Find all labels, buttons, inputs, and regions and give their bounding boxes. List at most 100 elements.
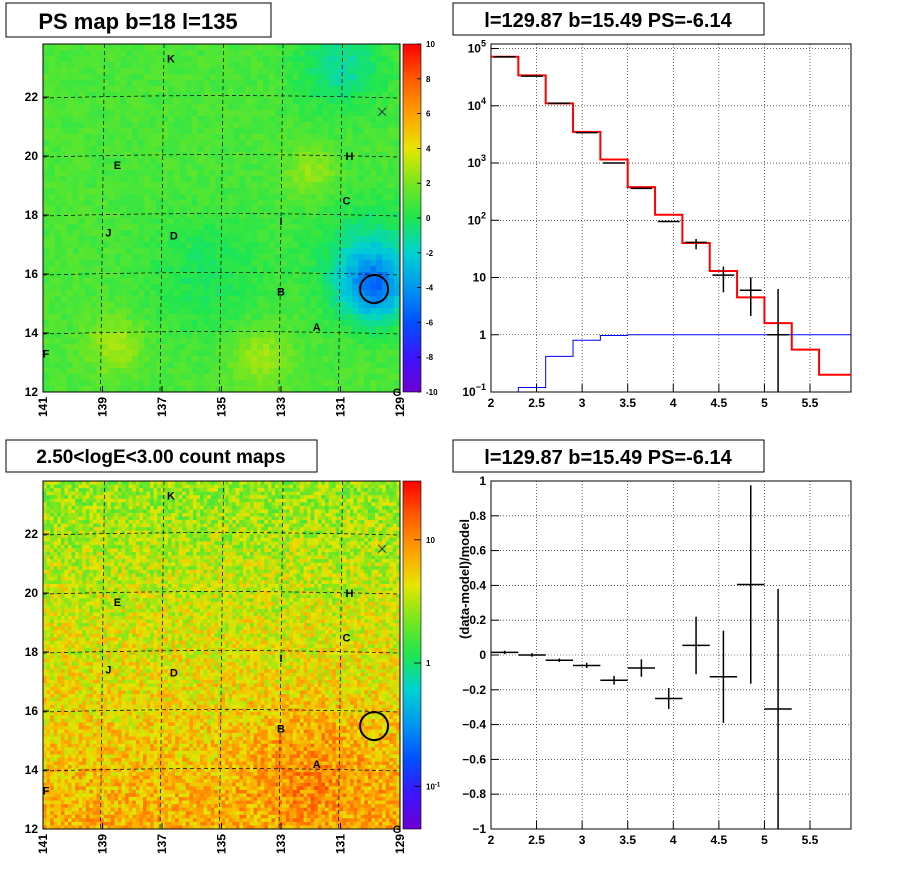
map-cell <box>132 320 139 327</box>
map-cell <box>110 509 115 514</box>
map-cell <box>245 68 252 75</box>
map-cell <box>340 158 347 165</box>
map-cell <box>84 182 91 189</box>
map-cell <box>144 218 151 225</box>
map-cell <box>352 344 359 351</box>
map-cell <box>96 290 103 297</box>
map-cell <box>84 236 91 243</box>
map-cell <box>43 505 47 510</box>
map-cell <box>156 338 163 345</box>
map-cell <box>89 516 94 521</box>
map-cell <box>114 188 121 195</box>
map-cell <box>396 502 401 507</box>
map-cell <box>144 212 151 219</box>
source-label-J: J <box>105 228 111 240</box>
map-cell <box>150 260 157 267</box>
map-cell <box>192 481 197 485</box>
map-cell <box>162 182 169 189</box>
map-cell <box>150 176 157 183</box>
map-cell <box>200 505 204 510</box>
map-cell <box>269 302 276 309</box>
map-cell <box>114 512 119 517</box>
map-cell <box>153 495 158 500</box>
map-cell <box>110 488 115 492</box>
map-cell <box>269 320 276 327</box>
map-cell <box>150 272 157 279</box>
map-cell <box>156 254 163 261</box>
map-cell <box>334 200 341 207</box>
map-cell <box>304 218 312 225</box>
map-cell <box>346 242 353 249</box>
map-cell <box>296 509 301 514</box>
map-cell <box>350 512 354 517</box>
map-cell <box>78 116 86 123</box>
map-cell <box>84 284 91 291</box>
map-cell <box>138 104 145 111</box>
map-cell <box>322 374 329 381</box>
map-cell <box>334 248 341 255</box>
map-cell <box>292 206 300 213</box>
map-cell <box>60 80 68 87</box>
map-cell <box>197 50 205 57</box>
map-cell <box>53 481 58 485</box>
map-cell <box>78 272 86 279</box>
map-cell <box>370 164 377 171</box>
map-cell <box>200 491 204 496</box>
map-cell <box>82 498 87 503</box>
map-cell <box>120 128 127 135</box>
map-cell <box>132 516 137 521</box>
map-cell <box>160 502 165 507</box>
map-cell <box>388 350 395 357</box>
map-cell <box>352 128 359 135</box>
map-cell <box>334 128 341 135</box>
map-cell <box>84 164 91 171</box>
map-cell <box>340 350 347 357</box>
map-cell <box>179 140 187 147</box>
map-cell <box>85 505 90 510</box>
map-cell <box>364 302 371 309</box>
map-cell <box>53 488 58 492</box>
map-cell <box>66 200 74 207</box>
map-cell <box>54 140 62 147</box>
map-cell <box>162 122 169 129</box>
map-cell <box>90 74 97 81</box>
map-cell <box>120 212 127 219</box>
map-cell <box>340 140 347 147</box>
map-cell <box>50 495 55 500</box>
colorbar-tick-label: -8 <box>426 353 434 362</box>
map-cell <box>350 488 354 492</box>
map-cell <box>207 498 212 503</box>
map-cell <box>251 104 258 111</box>
map-cell <box>48 320 56 327</box>
map-cell <box>278 484 283 489</box>
map-cell <box>221 176 228 183</box>
grid-line-b-22 <box>42 95 401 99</box>
map-cell <box>191 278 199 285</box>
map-cell <box>114 296 121 303</box>
map-cell <box>114 194 121 201</box>
map-cell <box>275 332 282 339</box>
map-cell <box>286 68 294 75</box>
map-cell <box>334 260 341 267</box>
map-cell <box>114 523 119 528</box>
map-cell <box>352 68 359 75</box>
map-cell <box>263 176 270 183</box>
map-cell <box>60 206 68 213</box>
map-cell <box>85 498 90 503</box>
map-cell <box>189 491 194 496</box>
map-cell <box>364 362 371 369</box>
map-cell <box>298 116 306 123</box>
map-cell <box>103 523 108 528</box>
map-cell <box>179 200 187 207</box>
map-cell <box>282 488 287 492</box>
map-cell <box>310 272 318 279</box>
map-cell <box>54 68 62 75</box>
map-cell <box>346 212 353 219</box>
map-cell <box>364 332 371 339</box>
map-cell <box>78 80 86 87</box>
map-cell <box>221 74 228 81</box>
map-cell <box>221 212 228 219</box>
map-cell <box>382 218 389 225</box>
map-cell <box>197 248 205 255</box>
map-cell <box>328 374 335 381</box>
